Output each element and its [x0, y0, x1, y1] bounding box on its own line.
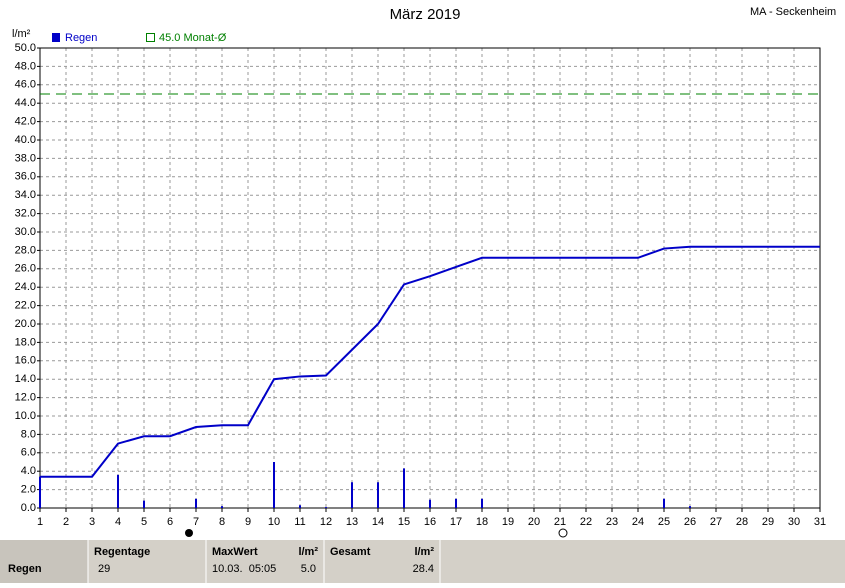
header: Regentage: [94, 546, 150, 558]
y-tick-label: 6.0: [21, 447, 36, 459]
x-tick-label: 27: [710, 516, 722, 528]
x-tick-label: 22: [580, 516, 592, 528]
full-moon-icon: [558, 528, 568, 538]
x-tick-label: 25: [658, 516, 670, 528]
x-tick-label: 30: [788, 516, 800, 528]
x-tick-label: 17: [450, 516, 462, 528]
x-tick-label: 3: [89, 516, 95, 528]
x-tick-label: 15: [398, 516, 410, 528]
header: l/m²: [414, 546, 434, 558]
x-tick-label: 2: [63, 516, 69, 528]
chart-title: März 2019: [390, 6, 461, 23]
bar: [689, 506, 691, 508]
x-tick-label: 21: [554, 516, 566, 528]
bar: [455, 498, 457, 508]
new-moon-icon: [185, 529, 193, 537]
y-tick-label: 40.0: [15, 134, 36, 146]
y-label: l/m²: [12, 28, 31, 40]
cell: 29: [98, 563, 110, 575]
header: MaxWert: [212, 546, 258, 558]
x-tick-label: 16: [424, 516, 436, 528]
legend-swatch: [52, 33, 60, 42]
legend-label: 45.0 Monat-Ø: [159, 32, 227, 44]
y-tick-label: 14.0: [15, 373, 36, 385]
x-tick-label: 19: [502, 516, 514, 528]
bar: [39, 476, 41, 508]
x-tick-label: 28: [736, 516, 748, 528]
legend-swatch: [146, 33, 155, 42]
bar: [143, 500, 145, 508]
x-tick-label: 1: [37, 516, 43, 528]
table-label-cell: [0, 540, 88, 583]
bar: [221, 506, 223, 508]
x-tick-label: 24: [632, 516, 644, 528]
y-tick-label: 16.0: [15, 355, 36, 367]
cell: 28.4: [413, 563, 434, 575]
x-tick-label: 18: [476, 516, 488, 528]
x-tick-label: 11: [294, 516, 305, 528]
y-tick-label: 8.0: [21, 428, 36, 440]
bar: [377, 482, 379, 508]
y-tick-label: 46.0: [15, 79, 36, 91]
x-tick-label: 6: [167, 516, 173, 528]
y-tick-label: 36.0: [15, 171, 36, 183]
y-tick-label: 50.0: [15, 42, 36, 54]
y-tick-label: 20.0: [15, 318, 36, 330]
y-tick-label: 38.0: [15, 152, 36, 164]
bar: [273, 462, 275, 508]
x-tick-label: 5: [141, 516, 147, 528]
x-tick-label: 20: [528, 516, 540, 528]
y-tick-label: 4.0: [21, 465, 36, 477]
y-tick-label: 12.0: [15, 392, 36, 404]
header: l/m²: [298, 546, 318, 558]
legend-label: Regen: [65, 32, 97, 44]
y-tick-label: 0.0: [21, 502, 36, 514]
x-tick-label: 7: [193, 516, 199, 528]
y-tick-label: 32.0: [15, 208, 36, 220]
bar: [299, 505, 301, 508]
x-tick-label: 10: [268, 516, 280, 528]
y-tick-label: 48.0: [15, 60, 36, 72]
x-tick-label: 14: [372, 516, 384, 528]
station: MA - Seckenheim: [750, 6, 836, 18]
x-tick-label: 13: [346, 516, 358, 528]
y-tick-label: 30.0: [15, 226, 36, 238]
bar: [195, 498, 197, 508]
y-tick-label: 44.0: [15, 97, 36, 109]
cell: 5.0: [301, 563, 316, 575]
x-tick-label: 9: [245, 516, 251, 528]
table-panel: [0, 540, 845, 583]
bar: [403, 468, 405, 508]
header: Gesamt: [330, 546, 371, 558]
y-tick-label: 28.0: [15, 244, 36, 256]
y-tick-label: 42.0: [15, 116, 36, 128]
y-tick-label: 26.0: [15, 263, 36, 275]
bar: [117, 474, 119, 508]
y-tick-label: 10.0: [15, 410, 36, 422]
x-tick-label: 29: [762, 516, 774, 528]
bar: [663, 498, 665, 508]
cell: 10.03. 05:05: [212, 563, 276, 575]
y-tick-label: 34.0: [15, 189, 36, 201]
y-tick-label: 2.0: [21, 484, 36, 496]
row-label: Regen: [8, 563, 42, 575]
y-tick-label: 18.0: [15, 336, 36, 348]
y-tick-label: 22.0: [15, 300, 36, 312]
x-tick-label: 23: [606, 516, 618, 528]
x-tick-label: 26: [684, 516, 696, 528]
bar: [481, 498, 483, 508]
bar: [325, 507, 327, 508]
x-tick-label: 4: [115, 516, 121, 528]
cumulative-line: [40, 245, 820, 478]
bar: [351, 482, 353, 508]
x-tick-label: 31: [814, 516, 826, 528]
x-tick-label: 12: [320, 516, 332, 528]
bar: [429, 499, 431, 508]
y-tick-label: 24.0: [15, 281, 36, 293]
x-tick-label: 8: [219, 516, 225, 528]
